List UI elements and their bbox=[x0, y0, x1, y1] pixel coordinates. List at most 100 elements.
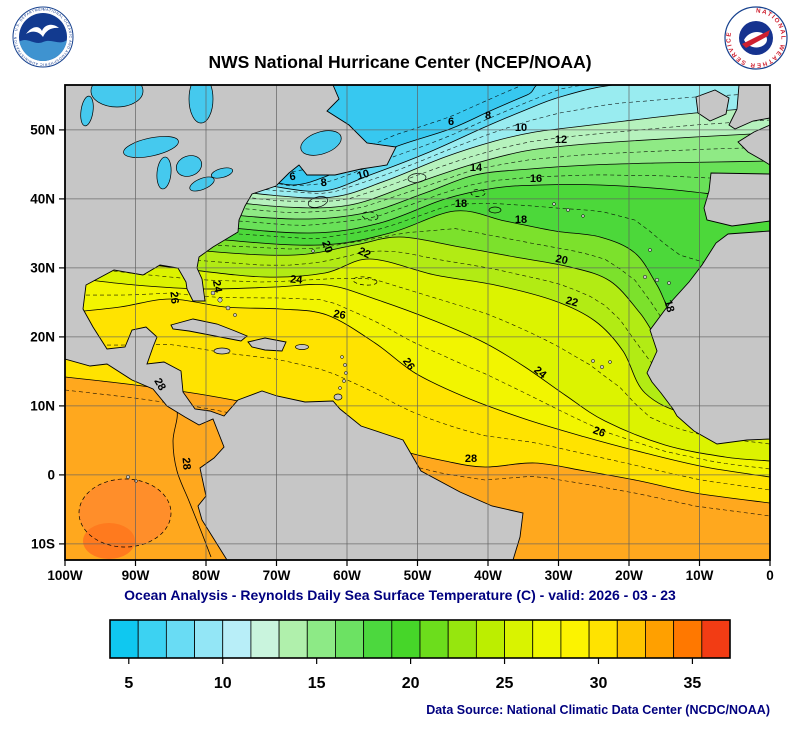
island-dot bbox=[600, 365, 604, 369]
contour-label: 16 bbox=[530, 173, 542, 185]
lake bbox=[90, 85, 144, 108]
colorbar-tick-label: 10 bbox=[214, 675, 232, 692]
lon-label: 0 bbox=[766, 568, 774, 583]
contour-dashed bbox=[65, 264, 770, 445]
colorbar-cell bbox=[673, 619, 703, 659]
contour-28 bbox=[65, 376, 770, 504]
contour-dashed bbox=[65, 174, 770, 226]
contour-label: 10 bbox=[356, 168, 371, 183]
island-dot bbox=[134, 479, 138, 483]
colorbar-cell bbox=[532, 619, 562, 659]
colorbar-cell bbox=[560, 619, 590, 659]
colorbar-cell bbox=[165, 619, 195, 659]
island-dot bbox=[667, 281, 671, 285]
noaa-gull-icon bbox=[26, 24, 59, 37]
colorbar-cell bbox=[335, 619, 365, 659]
contour-label: 12 bbox=[555, 134, 567, 146]
contour-label: 18 bbox=[662, 299, 677, 314]
contour-label: 24 bbox=[290, 274, 304, 287]
colorbar-cell bbox=[109, 619, 139, 659]
contour-label: 6 bbox=[448, 116, 454, 128]
island-cuba bbox=[170, 318, 248, 342]
contour-22 bbox=[65, 252, 770, 428]
contour-16 bbox=[65, 184, 770, 234]
colorbar-cell bbox=[306, 619, 336, 659]
lon-label: 70W bbox=[263, 568, 291, 583]
island-dot bbox=[340, 355, 344, 359]
lake bbox=[189, 176, 215, 192]
colorbar: 5 10 15 20 25 30 35 bbox=[109, 619, 731, 692]
map-caption: Ocean Analysis - Reynolds Daily Sea Surf… bbox=[124, 587, 676, 603]
colorbar-cell bbox=[616, 619, 646, 659]
island bbox=[213, 347, 231, 355]
contour-label: 28 bbox=[465, 453, 477, 465]
contour-label: 20 bbox=[319, 239, 334, 255]
colorbar-cell bbox=[645, 619, 675, 659]
contour-label: 22 bbox=[356, 245, 372, 261]
island-dot bbox=[552, 202, 556, 206]
contour-eddy bbox=[307, 196, 329, 208]
contour-label: 24 bbox=[210, 279, 224, 294]
lon-label: 40W bbox=[474, 568, 502, 583]
lake bbox=[210, 167, 234, 179]
lat-label: 30N bbox=[30, 260, 55, 275]
island bbox=[333, 393, 343, 401]
colorbar-cell bbox=[701, 619, 731, 659]
island-dot bbox=[591, 359, 595, 363]
sst-warm-patch bbox=[83, 523, 135, 559]
contour-label: 26 bbox=[332, 308, 346, 322]
colorbar-frame bbox=[109, 619, 731, 659]
contour-label: 8 bbox=[485, 110, 491, 122]
colorbar-cell bbox=[250, 619, 280, 659]
noaa-logo: NATIONAL OCEANIC AND ATMOSPHERIC ADMINIS… bbox=[12, 6, 74, 68]
contour-label: 28 bbox=[179, 457, 192, 470]
island-dot bbox=[126, 475, 130, 479]
island-dot bbox=[648, 248, 652, 252]
island-dot bbox=[654, 277, 660, 283]
noaa-logo-emblem bbox=[19, 13, 67, 61]
contour-dashed bbox=[65, 292, 770, 470]
colorbar-cell bbox=[363, 619, 393, 659]
land-ireland bbox=[695, 89, 730, 122]
island-dot bbox=[338, 386, 342, 390]
island bbox=[295, 344, 309, 350]
lake bbox=[80, 95, 94, 127]
lake bbox=[156, 156, 172, 190]
colorbar-cell bbox=[447, 619, 477, 659]
colorbar-tick-label: 15 bbox=[308, 675, 326, 692]
lon-label: 30W bbox=[545, 568, 573, 583]
land-iberia bbox=[703, 172, 770, 227]
colorbar-cell bbox=[588, 619, 618, 659]
island-dot bbox=[342, 379, 346, 383]
lake bbox=[175, 155, 203, 177]
lon-label: 100W bbox=[47, 568, 83, 583]
contour-eddy bbox=[78, 478, 172, 548]
island-dot bbox=[233, 313, 237, 317]
contour-dashed bbox=[65, 227, 770, 364]
contour-label: 6 bbox=[289, 171, 297, 184]
contour-label: 28 bbox=[151, 376, 168, 393]
colorbar-cell bbox=[419, 619, 449, 659]
contour-eddy bbox=[361, 211, 379, 221]
page-title: NWS National Hurricane Center (NCEP/NOAA… bbox=[208, 52, 592, 72]
lat-label: 10S bbox=[31, 536, 55, 551]
contour-label: 22 bbox=[564, 295, 579, 310]
contour-label: 18 bbox=[515, 214, 527, 226]
lake bbox=[188, 85, 214, 124]
colorbar-cell bbox=[475, 619, 505, 659]
island-dot bbox=[581, 214, 585, 218]
contour-eddy bbox=[488, 206, 502, 214]
lake bbox=[300, 130, 342, 156]
lat-label: 50N bbox=[30, 122, 55, 137]
lon-label: 10W bbox=[686, 568, 714, 583]
lon-label: 80W bbox=[192, 568, 220, 583]
land-britain bbox=[728, 85, 770, 130]
contour-label: 10 bbox=[515, 122, 527, 134]
land-africa bbox=[646, 230, 770, 445]
colorbar-cell bbox=[278, 619, 308, 659]
colorbar-tick-label: 25 bbox=[496, 675, 514, 692]
island-dot bbox=[217, 297, 223, 303]
nws-logo-swoosh bbox=[742, 30, 770, 48]
